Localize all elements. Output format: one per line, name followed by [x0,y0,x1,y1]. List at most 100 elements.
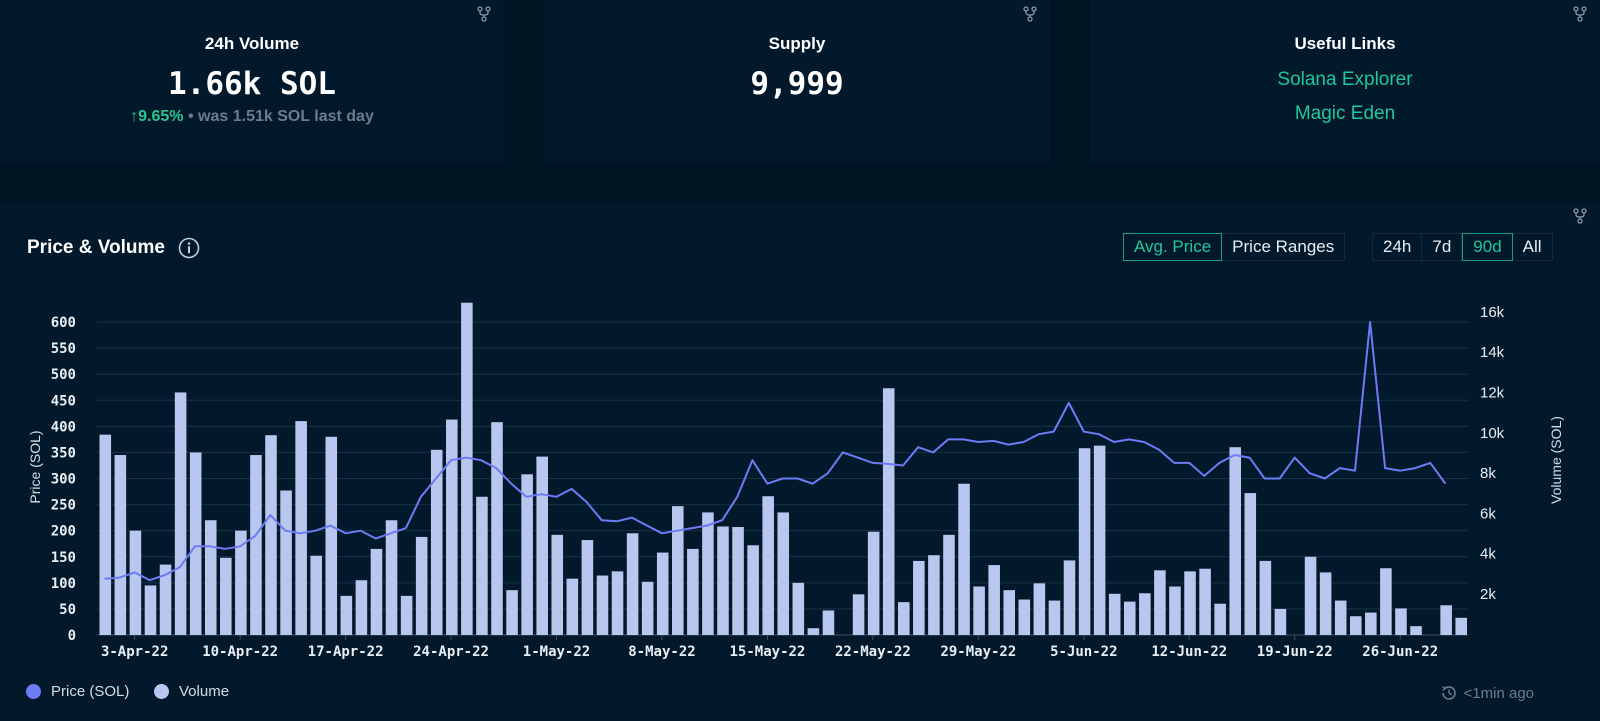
x-tick-label: 24-Apr-22 [413,644,489,660]
volume-bar [1123,601,1136,635]
volume-bar [280,490,292,635]
volume-bar [159,564,172,635]
volume-bar [1365,612,1377,635]
volume-bar [1169,586,1181,635]
volume-bar [1259,560,1272,635]
y-left-tick-label: 400 [51,419,76,435]
volume-bar [220,557,232,635]
x-tick-label: 22-May-22 [835,644,911,660]
share-icon[interactable] [1022,6,1038,22]
range-24h-button[interactable]: 24h [1372,233,1423,261]
volume-bar [1154,570,1166,635]
price-mode-toggle: Avg. Price Price Ranges [1123,233,1346,261]
y-left-axis-title: Price (SOL) [27,430,43,503]
volume-bar [476,496,488,635]
volume-bar [1349,616,1362,635]
y-right-tick-label: 8k [1480,465,1496,482]
arrow-up-icon: ↑ [130,108,139,125]
volume-bar [777,512,790,635]
volume-legend-label: Volume [179,683,230,700]
volume-bar [672,506,684,635]
volume-change-percent: 9.65% [138,108,184,125]
volume-bar [400,595,413,635]
info-icon[interactable] [178,237,200,259]
y-left-tick-label: 100 [51,576,76,592]
y-left-tick-label: 450 [51,393,76,409]
links-card-title: Useful Links [1294,34,1396,53]
volume-bar [295,421,307,635]
supply-card-title: Supply [768,34,826,53]
volume-bar [1093,445,1106,635]
volume-bar [988,565,1000,635]
volume-bar [1304,556,1317,635]
volume-bar [99,434,112,635]
y-left-tick-label: 50 [59,602,76,618]
price-ranges-button[interactable]: Price Ranges [1222,233,1346,261]
volume-bar [581,540,594,635]
volume-bar [626,533,639,635]
volume-change: ↑9.65% • was 1.51k SOL last day [0,108,504,126]
share-icon[interactable] [476,6,492,22]
volume-bar [973,586,985,635]
links-card: Useful Links Solana Explorer Magic Eden [1090,0,1600,162]
volume-bar [1244,493,1257,635]
share-icon[interactable] [1572,208,1588,224]
range-90d-button[interactable]: 90d [1462,233,1513,261]
volume-bar [1380,568,1392,635]
volume-bar [1018,599,1031,635]
volume-card-title: 24h Volume [204,34,300,53]
volume-bar [1274,608,1287,635]
volume-bar [1334,600,1347,635]
volume-bar [235,530,247,635]
supply-value: 9,999 [750,66,844,102]
y-left-tick-label: 0 [68,628,76,644]
legend-price[interactable]: Price (SOL) [26,683,129,700]
x-tick-label: 29-May-22 [940,644,1016,660]
y-right-tick-label: 14k [1480,344,1505,361]
volume-bar [506,590,518,635]
x-tick-label: 8-May-22 [628,644,695,660]
x-tick-label: 17-Apr-22 [308,644,384,660]
volume-bar [521,474,533,635]
volume-bar [144,585,157,635]
volume-bar [566,578,579,635]
volume-bar [1455,617,1467,635]
volume-bar [913,560,925,635]
volume-bar [897,602,910,635]
volume-bar [250,455,262,635]
y-right-tick-label: 4k [1480,546,1496,563]
share-icon[interactable] [1572,6,1588,22]
y-right-tick-label: 2k [1480,586,1496,603]
y-right-axis-title: Volume (SOL) [1548,416,1564,504]
volume-value: 1.66k SOL [168,66,336,102]
volume-bar [717,526,729,635]
volume-bar [355,580,368,635]
volume-bar [1319,572,1332,635]
x-tick-label: 1-May-22 [523,644,590,660]
range-all-button[interactable]: All [1512,233,1553,261]
volume-bar [430,449,443,635]
solana-explorer-link[interactable]: Solana Explorer [1277,69,1413,90]
volume-bar [1184,571,1196,635]
volume-bar [265,435,277,635]
y-left-tick-label: 500 [51,367,76,383]
y-right-tick-label: 16k [1480,304,1505,321]
volume-bar [867,531,880,635]
legend-volume[interactable]: Volume [154,683,229,700]
volume-bar [656,552,669,635]
x-tick-label: 12-Jun-22 [1151,644,1227,660]
supply-card: Supply 9,999 [544,0,1050,162]
y-right-tick-label: 12k [1480,385,1505,402]
time-range-toggle: 24h 7d 90d All [1372,233,1553,261]
volume-bar [1410,626,1422,635]
y-right-tick-label: 10k [1480,425,1505,442]
volume-previous: • was 1.51k SOL last day [187,108,374,125]
volume-legend-dot [154,684,169,699]
volume-bar [792,582,805,635]
range-7d-button[interactable]: 7d [1422,233,1463,261]
avg-price-button[interactable]: Avg. Price [1123,233,1223,261]
volume-bar [114,455,127,635]
x-tick-label: 3-Apr-22 [101,644,168,660]
magic-eden-link[interactable]: Magic Eden [1294,103,1396,124]
volume-bar [129,530,142,635]
